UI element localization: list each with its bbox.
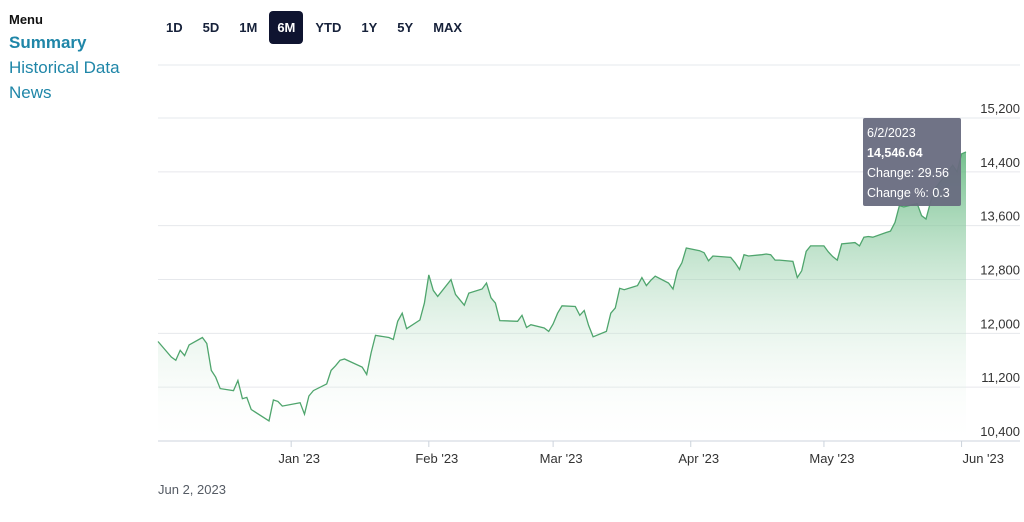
series-line (157, 151, 967, 422)
series-area (158, 152, 966, 441)
menu-item-news[interactable]: News (9, 83, 52, 102)
x-tick-label: Jan '23 (278, 451, 320, 466)
menu-item-summary[interactable]: Summary (9, 33, 87, 52)
x-tick-label: Mar '23 (540, 451, 583, 466)
tooltip-value: 14,546.64 (867, 146, 923, 160)
side-menu: Menu Summary Historical Data News (9, 12, 120, 105)
y-tick-label: 12,800 (980, 263, 1020, 278)
tooltip-change-pct: Change %: 0.3 (867, 186, 950, 200)
footer-date: Jun 2, 2023 (158, 482, 226, 497)
menu-item-historical-data[interactable]: Historical Data (9, 58, 120, 77)
y-tick-label: 10,400 (980, 424, 1020, 439)
y-tick-label: 15,200 (980, 101, 1020, 116)
x-tick-label: May '23 (809, 451, 854, 466)
range-selector: 1D 5D 1M 6M YTD 1Y 5Y MAX (158, 11, 474, 44)
x-tick-label: Feb '23 (415, 451, 458, 466)
range-button-5y[interactable]: 5Y (389, 11, 421, 44)
x-tick-label: Apr '23 (678, 451, 719, 466)
range-button-ytd[interactable]: YTD (307, 11, 349, 44)
data-tooltip: 6/2/2023 14,546.64 Change: 29.56 Change … (863, 118, 961, 206)
range-button-5d[interactable]: 5D (195, 11, 228, 44)
range-button-1m[interactable]: 1M (231, 11, 265, 44)
range-button-6m[interactable]: 6M (269, 11, 304, 44)
x-tick-label: Jun '23 (962, 451, 1004, 466)
y-tick-label: 11,200 (981, 370, 1020, 385)
tooltip-date: 6/2/2023 (867, 126, 916, 140)
menu-heading: Menu (9, 12, 43, 27)
y-tick-label: 14,400 (980, 155, 1020, 170)
range-button-1y[interactable]: 1Y (353, 11, 385, 44)
y-tick-label: 13,600 (980, 209, 1020, 224)
range-button-max[interactable]: MAX (425, 11, 470, 44)
range-button-1d[interactable]: 1D (158, 11, 191, 44)
y-tick-label: 12,000 (980, 316, 1020, 331)
tooltip-change: Change: 29.56 (867, 166, 950, 180)
